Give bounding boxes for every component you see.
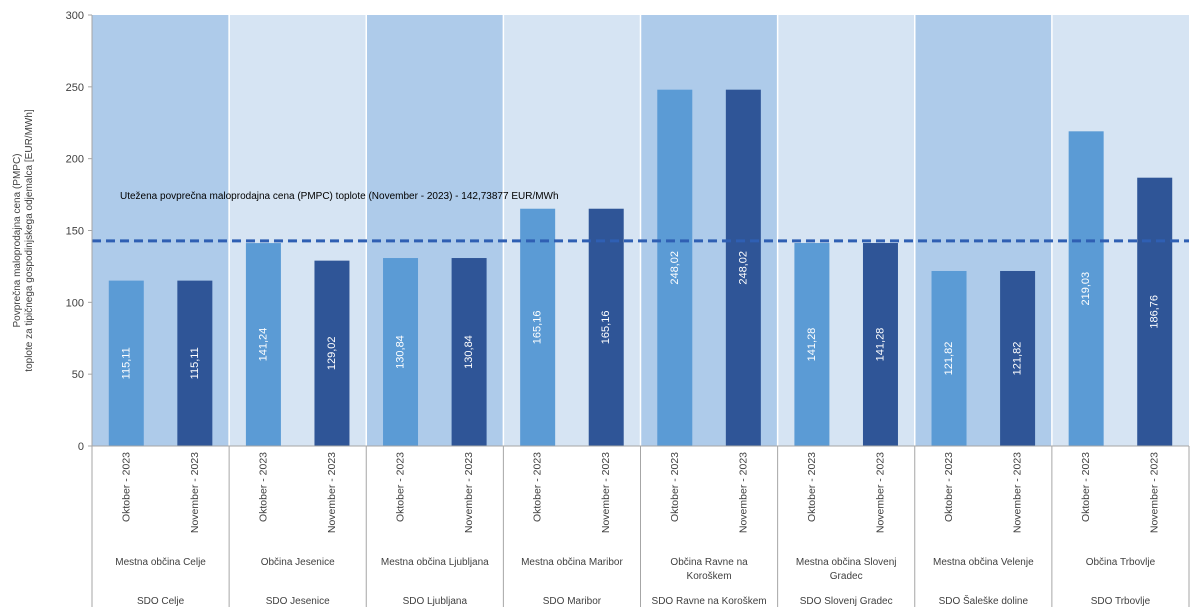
x-supplier-label: SDO Celje bbox=[137, 596, 185, 607]
x-municipality-label: Mestna občina Slovenj bbox=[796, 557, 897, 568]
x-supplier-label: SDO Jesenice bbox=[266, 596, 330, 607]
x-supplier-label: SDO Šaleške doline bbox=[939, 594, 1029, 607]
bar bbox=[794, 243, 830, 446]
bar-value-label: 186,76 bbox=[1149, 295, 1161, 329]
bar bbox=[657, 89, 693, 447]
bar bbox=[1068, 131, 1104, 446]
bar bbox=[1137, 177, 1173, 446]
bar bbox=[931, 270, 967, 446]
bar-value-label: 165,16 bbox=[532, 311, 544, 345]
y-tick-label: 200 bbox=[66, 154, 84, 166]
bar-value-label: 121,82 bbox=[943, 342, 955, 376]
bar bbox=[520, 208, 556, 446]
bar-value-label: 130,84 bbox=[395, 335, 407, 369]
bar-value-label: 115,11 bbox=[120, 347, 132, 379]
bar-value-label: 141,28 bbox=[874, 328, 886, 362]
bar-value-label: 130,84 bbox=[463, 335, 475, 369]
y-axis-title-line: Povprečna maloprodajna cena (PMPC) bbox=[12, 154, 23, 328]
axes: 0 50 100 150 200 250 300 Oktober - 2023 November… bbox=[66, 10, 1190, 607]
x-period-label: Oktober - 2023 bbox=[669, 452, 681, 522]
bar-value-label: 115,11 bbox=[189, 347, 201, 379]
y-axis-title-line: toplote za tipičnega gospodinjskega odje… bbox=[24, 109, 35, 372]
x-municipality-label: Koroškem bbox=[687, 571, 732, 582]
x-supplier-label: SDO Maribor bbox=[543, 596, 602, 607]
x-period-label: Oktober - 2023 bbox=[943, 452, 955, 522]
y-tick-label: 50 bbox=[72, 369, 84, 381]
x-municipality-label: Mestna občina Velenje bbox=[933, 557, 1034, 568]
x-municipality-label: Gradec bbox=[830, 571, 863, 582]
x-municipality-label: Občina Jesenice bbox=[261, 557, 335, 568]
y-axis-title: Povprečna maloprodajna cena (PMPC) toplot… bbox=[12, 109, 35, 372]
y-tick-label: 100 bbox=[66, 297, 84, 309]
x-period-label: Oktober - 2023 bbox=[1080, 452, 1092, 522]
x-supplier-label: SDO Ljubljana bbox=[403, 596, 468, 607]
y-tick-label: 300 bbox=[66, 10, 84, 22]
bar bbox=[177, 280, 213, 446]
x-municipality-label: Mestna občina Maribor bbox=[521, 557, 623, 568]
x-supplier-label: SDO Ravne na Koroškem bbox=[652, 596, 767, 607]
x-period-label: November - 2023 bbox=[600, 452, 612, 533]
y-tick-label: 250 bbox=[66, 82, 84, 94]
reference-line-label: Utežena povprečna maloprodajna cena (PMP… bbox=[120, 191, 559, 202]
x-period-label: November - 2023 bbox=[1012, 452, 1024, 533]
bar bbox=[588, 208, 624, 446]
bars: 115,11 115,11 141,24 129,02 130,84 130,84 165,… bbox=[108, 89, 1173, 447]
x-period-label: November - 2023 bbox=[874, 452, 886, 533]
x-period-label: November - 2023 bbox=[326, 452, 338, 533]
bar-value-label: 248,02 bbox=[669, 251, 681, 285]
bar-value-label: 141,28 bbox=[806, 328, 818, 362]
y-tick-label: 0 bbox=[78, 441, 84, 453]
bar bbox=[314, 260, 350, 446]
bar-value-label: 129,02 bbox=[326, 336, 338, 370]
bar-value-label: 219,03 bbox=[1080, 272, 1092, 306]
x-municipality-label: Občina Trbovlje bbox=[1086, 557, 1156, 568]
x-period-label: Oktober - 2023 bbox=[532, 452, 544, 522]
x-period-label: November - 2023 bbox=[189, 452, 201, 533]
reference-line-group: Utežena povprečna maloprodajna cena (PMP… bbox=[92, 191, 1189, 243]
x-period-label: November - 2023 bbox=[737, 452, 749, 533]
x-period-label: Oktober - 2023 bbox=[120, 452, 132, 522]
x-period-label: Oktober - 2023 bbox=[257, 452, 269, 522]
x-period-label: Oktober - 2023 bbox=[806, 452, 818, 522]
bar-value-label: 248,02 bbox=[737, 251, 749, 285]
bar bbox=[1000, 270, 1036, 446]
bar-value-label: 121,82 bbox=[1012, 342, 1024, 376]
bar-value-label: 165,16 bbox=[600, 311, 612, 345]
bar bbox=[862, 243, 898, 446]
y-tick-label: 150 bbox=[66, 226, 84, 238]
x-period-label: November - 2023 bbox=[1149, 452, 1161, 533]
bar bbox=[451, 258, 487, 446]
bar bbox=[245, 243, 281, 446]
bar bbox=[108, 280, 144, 446]
x-period-label: November - 2023 bbox=[463, 452, 475, 533]
x-supplier-label: SDO Slovenj Gradec bbox=[800, 596, 893, 607]
bar bbox=[725, 89, 761, 447]
bar bbox=[383, 258, 419, 446]
x-period-label: Oktober - 2023 bbox=[395, 452, 407, 522]
x-supplier-label: SDO Trbovlje bbox=[1091, 596, 1151, 607]
x-municipality-label: Mestna občina Ljubljana bbox=[381, 557, 489, 568]
bar-value-label: 141,24 bbox=[257, 328, 269, 362]
x-municipality-label: Občina Ravne na bbox=[670, 557, 748, 568]
x-municipality-label: Mestna občina Celje bbox=[115, 557, 206, 568]
